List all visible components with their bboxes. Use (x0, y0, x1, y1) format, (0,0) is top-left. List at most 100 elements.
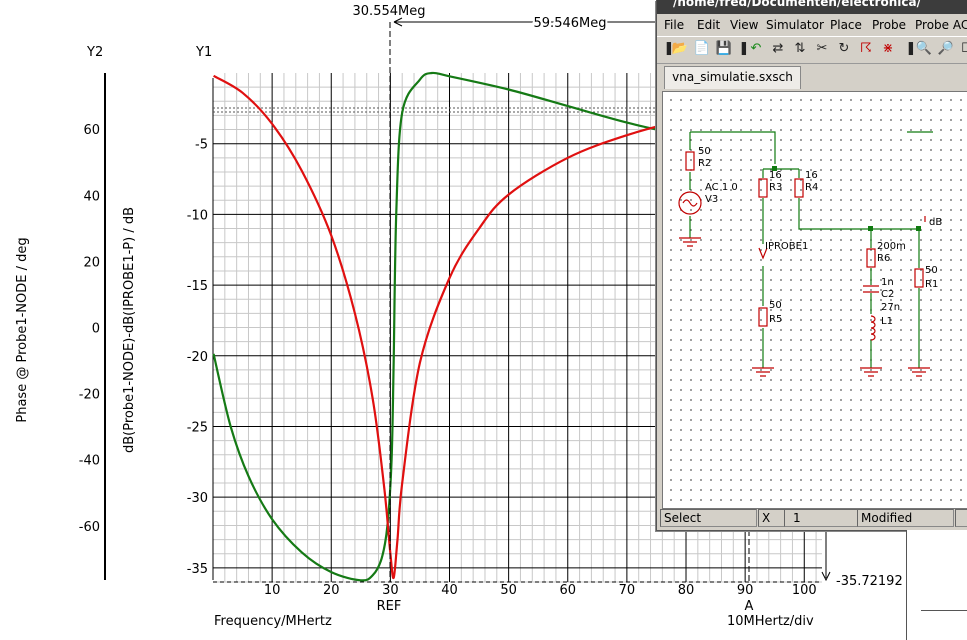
toolbar: ❚ 📂 📄 💾 ❚ ↶ ⇄ ⇅ ✂ ↻ ☈ ⋇ ❚ 🔍 🔎 ☐ (657, 36, 967, 64)
x-tick-label: 60 (559, 583, 576, 598)
y1-tick-labels: -5 -10 -15 -20 -25 -30 -35 (187, 138, 208, 577)
r2-value: 50 (698, 146, 711, 157)
inductor-l1[interactable] (870, 315, 876, 341)
y1-tick-label: -25 (187, 420, 208, 435)
status-extra (955, 509, 967, 527)
cursor-ref-value: 30.554Meg (353, 4, 426, 19)
resistor-r2[interactable] (685, 151, 695, 171)
wire-r4-node (798, 198, 919, 230)
x-tick-label: 80 (678, 583, 695, 598)
menu-simulator[interactable]: Simulator (766, 18, 824, 32)
toolbar-separator-2-icon: ❚ (905, 41, 917, 56)
y1-axis-label: dB(Probe1-NODE)-dB(IPROBE1-P) / dB (122, 207, 137, 453)
wire-junctions (772, 166, 921, 231)
resistor-r1[interactable] (914, 268, 924, 288)
new-file-icon[interactable]: 📄 (693, 41, 711, 56)
window-titlebar[interactable]: /home/fred/Documenten/electronica/ (657, 0, 967, 14)
cut-icon[interactable]: ✂ (816, 41, 828, 56)
cursor-delta-arrowhead (393, 17, 403, 27)
x-tick-label: 20 (323, 583, 340, 598)
toolbar-grip-icon: ❚ (663, 41, 675, 56)
capacitor-c2[interactable] (863, 285, 879, 293)
y2-tick-label: 60 (83, 123, 100, 138)
toolbar-separator-icon: ❚ (738, 41, 750, 56)
place-component-icon[interactable]: ☈ (860, 41, 872, 56)
x-scale-label: 10MHertz/div (727, 614, 814, 629)
cursor-delta-value: 59.546Meg (534, 16, 607, 31)
schematic-canvas[interactable]: 50 R2 AC 1 0 V3 16 R3 16 R4 IPROBE1 50 R… (662, 91, 967, 509)
current-probe-iprobe1[interactable] (758, 247, 768, 260)
menu-bar: File Edit View Simulator Place Probe Pro… (657, 15, 967, 35)
ground-symbol-r5 (752, 367, 774, 377)
y1-tick-label: -15 (187, 279, 208, 294)
y2-tick-label: -20 (79, 388, 100, 403)
flip-vertical-icon[interactable]: ⇅ (794, 41, 806, 56)
zoom-out-icon[interactable]: 🔎 (937, 41, 955, 56)
cursor-a-label: A (745, 599, 754, 614)
r1-ref: R1 (925, 279, 938, 290)
tab-vna-simulatie[interactable]: vna_simulatie.sxsch (664, 66, 801, 89)
c2-ref: C2 (881, 289, 894, 300)
menu-view[interactable]: View (730, 18, 759, 32)
v3-ref: V3 (705, 194, 718, 205)
wire-top-left (690, 131, 776, 164)
save-icon[interactable]: 💾 (715, 41, 733, 56)
db-probe-label: dB (929, 217, 942, 228)
flip-horizontal-icon[interactable]: ⇄ (772, 41, 784, 56)
r5-ref: R5 (769, 314, 782, 325)
menu-file[interactable]: File (664, 18, 685, 32)
schematic-editor-window[interactable]: /home/fred/Documenten/electronica/ File … (656, 0, 967, 531)
r5-value: 50 (769, 300, 782, 311)
status-coord-value: 1 (784, 509, 862, 527)
sine-icon (682, 199, 698, 207)
c2-value: 1n (881, 277, 894, 288)
y2-tick-label: -40 (79, 454, 100, 469)
open-folder-icon[interactable]: 📂 (671, 41, 689, 56)
delete-wire-icon[interactable]: ⋇ (882, 41, 894, 56)
y2-tick-labels: 60 40 20 0 -20 -40 -60 (79, 123, 100, 535)
y2-tick-label: -60 (79, 520, 100, 535)
rotate-icon[interactable]: ↻ (838, 41, 850, 56)
magnitude-curve (213, 74, 805, 580)
r6-ref: R6 (877, 253, 890, 264)
l1-value: 27n (881, 302, 900, 313)
cursor-ref-label: REF (377, 599, 402, 614)
zoom-fit-icon[interactable]: ☐ (958, 40, 967, 58)
ground-symbol-v3 (679, 237, 701, 247)
y1-tick-label: -5 (195, 138, 208, 153)
resistor-r5[interactable] (758, 307, 768, 327)
menu-edit[interactable]: Edit (697, 18, 721, 32)
zoom-in-icon[interactable]: 🔍 (915, 41, 933, 56)
resistor-r3[interactable] (758, 178, 768, 198)
resistor-r4[interactable] (794, 178, 804, 198)
x-tick-label: 40 (441, 583, 458, 598)
undo-icon[interactable]: ↶ (750, 41, 762, 56)
schematic-drawing: 50 R2 AC 1 0 V3 16 R3 16 R4 IPROBE1 50 R… (678, 131, 942, 377)
resistor-r6[interactable] (866, 248, 876, 268)
y2-title: Y2 (86, 45, 103, 60)
a-readout-arrowhead (821, 571, 831, 582)
ground-symbol-l1 (860, 367, 882, 377)
phase-curve (212, 71, 805, 582)
y1-tick-label: -20 (187, 350, 208, 365)
voltage-source-v3[interactable] (678, 191, 702, 215)
r1-value: 50 (925, 265, 938, 276)
background-window-edge (906, 530, 967, 640)
y1-tick-label: -35 (187, 562, 208, 577)
tab-bar: vna_simulatie.sxsch (657, 63, 967, 91)
menu-place[interactable]: Place (830, 18, 862, 32)
menu-probe-ac[interactable]: Probe AC (915, 18, 967, 32)
menu-probe[interactable]: Probe (872, 18, 907, 32)
v3-value: AC 1 0 (705, 182, 738, 193)
y2-tick-label: 20 (83, 255, 100, 270)
iprobe1-ref: IPROBE1 (765, 241, 808, 252)
status-coord-label: X (758, 509, 785, 527)
status-bar: Select X 1 Modified (657, 509, 967, 529)
l1-ref: L1 (881, 316, 893, 327)
r2-ref: R2 (698, 158, 711, 169)
window-title: /home/fred/Documenten/electronica/ (673, 0, 921, 9)
y1-tick-label: -10 (187, 208, 208, 223)
y1-tick-label: -30 (187, 491, 208, 506)
cursor-a-y-readout: -35.72192 (836, 574, 903, 589)
